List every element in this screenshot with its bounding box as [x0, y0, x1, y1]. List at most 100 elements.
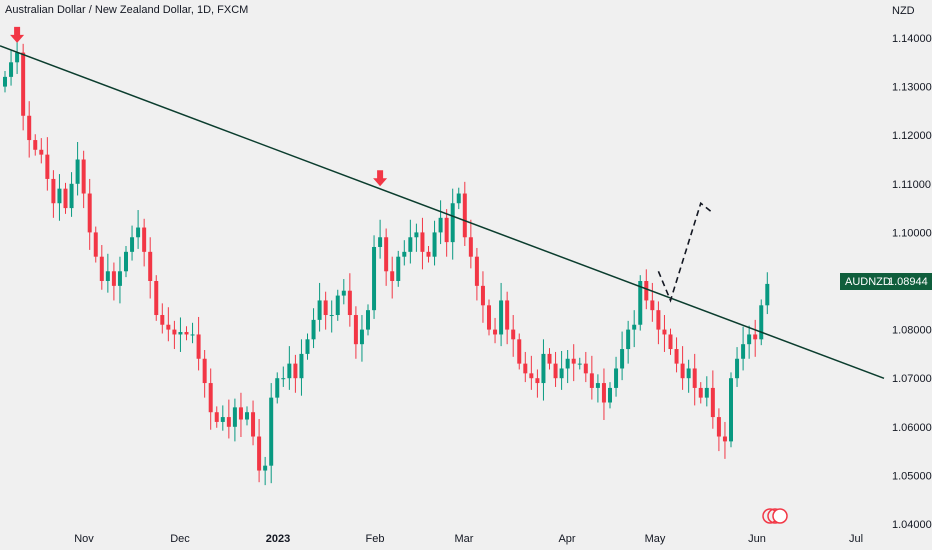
trendline[interactable]: [0, 45, 885, 380]
candle-body: [335, 295, 340, 316]
projection-path[interactable]: [657, 201, 714, 303]
candle: [27, 101, 32, 158]
candle-body: [626, 329, 631, 350]
candle-body: [353, 315, 358, 345]
candle-body: [190, 334, 195, 336]
candle-body: [33, 140, 38, 150]
down-arrow-marker[interactable]: [373, 170, 388, 187]
candle: [474, 247, 479, 301]
candle: [444, 209, 449, 257]
candle: [124, 246, 128, 278]
candle-body: [390, 271, 395, 281]
candle-body: [523, 363, 528, 374]
candle: [468, 219, 473, 269]
candle: [232, 398, 237, 442]
time-axis[interactable]: Nov Dec 2023 Feb Mar Apr May Jun Jul: [74, 533, 863, 545]
down-arrow-marker[interactable]: [10, 26, 25, 43]
candle: [620, 331, 625, 381]
candle: [595, 374, 600, 403]
candle: [353, 306, 358, 359]
candle-body: [293, 363, 298, 379]
candle: [692, 353, 697, 406]
candle-body: [341, 290, 346, 296]
candle-body: [238, 407, 243, 420]
candle-body: [698, 387, 703, 398]
time-tick-label: 2023: [266, 533, 290, 545]
candle: [245, 406, 249, 426]
candle: [226, 399, 231, 439]
candle: [305, 333, 310, 360]
candle-body: [21, 52, 26, 116]
candle: [372, 235, 377, 319]
candle-body: [704, 387, 709, 398]
candle: [329, 300, 334, 333]
candle-body: [299, 353, 304, 379]
last-price-label: 1.08944: [888, 276, 928, 288]
price-tick-label: 1.05000: [892, 470, 932, 482]
candle: [408, 219, 413, 264]
candle-body: [63, 188, 68, 209]
candle-body: [650, 300, 655, 311]
candle: [317, 282, 322, 332]
candle-body: [716, 417, 721, 437]
candle: [493, 317, 498, 344]
candle: [553, 351, 558, 387]
candle-body: [214, 412, 219, 422]
candle-body: [184, 332, 189, 335]
candle: [589, 355, 594, 400]
candle: [722, 421, 727, 459]
candle-body: [111, 271, 116, 286]
candle-body: [196, 334, 201, 359]
candle-body: [87, 193, 92, 233]
candle: [668, 328, 673, 355]
candle: [142, 218, 147, 267]
candle: [390, 256, 395, 299]
candle-body: [99, 256, 104, 281]
price-axis-currency: NZD: [892, 5, 915, 17]
candle-body: [154, 281, 159, 316]
candle: [577, 357, 582, 370]
replay-icon[interactable]: [762, 508, 788, 524]
candle: [716, 408, 721, 452]
candle: [559, 350, 564, 390]
candle: [698, 382, 703, 404]
candle: [462, 181, 467, 247]
candles-layer: [3, 35, 770, 486]
candle-body: [372, 246, 377, 311]
candle: [438, 200, 443, 245]
candle: [93, 226, 98, 263]
candle-body: [39, 149, 44, 155]
candle-body: [444, 217, 449, 243]
candle-body: [632, 324, 637, 330]
symbol-tag: AUDNZD: [845, 276, 891, 288]
candle-body: [402, 251, 407, 257]
candle: [638, 275, 643, 331]
candle-body: [583, 363, 588, 374]
candle-body: [668, 334, 673, 350]
candle-body: [722, 436, 727, 442]
candle-body: [117, 271, 122, 286]
candle: [505, 291, 510, 345]
candle-body: [559, 368, 564, 379]
candle: [269, 383, 274, 484]
candle: [81, 150, 86, 209]
candle-body: [178, 332, 183, 335]
candle: [130, 225, 135, 261]
candle-body: [765, 283, 770, 306]
candle: [747, 325, 752, 359]
candle-body: [589, 373, 594, 388]
candle: [21, 43, 26, 131]
candle: [517, 333, 522, 370]
price-tick-label: 1.10000: [892, 227, 932, 239]
candle: [366, 304, 370, 336]
candle: [662, 315, 667, 352]
candle-body: [384, 237, 389, 272]
candle-body: [366, 310, 370, 330]
candle-body: [311, 319, 316, 340]
candle: [39, 138, 44, 164]
candle-body: [232, 407, 237, 427]
candle-body: [130, 237, 135, 252]
candle-body: [541, 353, 546, 384]
